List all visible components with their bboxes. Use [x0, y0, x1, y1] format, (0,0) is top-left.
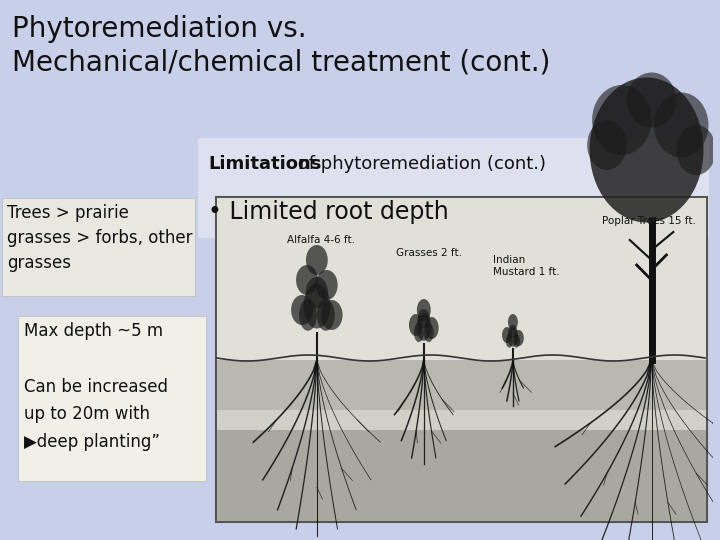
- FancyBboxPatch shape: [18, 316, 206, 481]
- Ellipse shape: [299, 299, 317, 330]
- Ellipse shape: [306, 276, 328, 308]
- Text: Indian
Mustard 1 ft.: Indian Mustard 1 ft.: [493, 255, 559, 276]
- Ellipse shape: [304, 284, 330, 328]
- Ellipse shape: [592, 85, 652, 155]
- Ellipse shape: [508, 314, 518, 330]
- Ellipse shape: [414, 323, 424, 342]
- Ellipse shape: [425, 317, 438, 339]
- Ellipse shape: [508, 328, 518, 347]
- Text: Limitations: Limitations: [208, 155, 321, 173]
- Ellipse shape: [505, 334, 513, 348]
- Ellipse shape: [424, 323, 433, 342]
- Text: Trees > prairie
grasses > forbs, other
grasses: Trees > prairie grasses > forbs, other g…: [7, 204, 192, 272]
- Ellipse shape: [588, 120, 627, 170]
- Ellipse shape: [296, 265, 318, 295]
- Ellipse shape: [416, 313, 431, 341]
- Text: Grasses 2 ft.: Grasses 2 ft.: [396, 248, 462, 258]
- FancyBboxPatch shape: [217, 410, 706, 430]
- Text: Alfalfa 4-6 ft.: Alfalfa 4-6 ft.: [287, 235, 355, 245]
- Text: Poplar Trees 15 ft.: Poplar Trees 15 ft.: [602, 216, 696, 226]
- FancyBboxPatch shape: [217, 360, 706, 410]
- Ellipse shape: [513, 334, 520, 348]
- Ellipse shape: [676, 125, 716, 175]
- Text: of phytoremediation (cont.): of phytoremediation (cont.): [292, 155, 546, 173]
- FancyBboxPatch shape: [2, 198, 195, 296]
- FancyBboxPatch shape: [217, 198, 706, 360]
- FancyBboxPatch shape: [216, 197, 707, 522]
- Ellipse shape: [317, 299, 335, 330]
- FancyBboxPatch shape: [198, 196, 709, 238]
- Ellipse shape: [409, 314, 423, 336]
- Ellipse shape: [502, 327, 512, 343]
- Ellipse shape: [590, 78, 703, 222]
- Ellipse shape: [306, 245, 328, 275]
- FancyBboxPatch shape: [198, 138, 709, 196]
- Ellipse shape: [316, 270, 338, 300]
- Ellipse shape: [627, 72, 676, 127]
- Text: Max depth ~5 m

Can be increased
up to 20m with
▶deep planting”: Max depth ~5 m Can be increased up to 20…: [24, 322, 168, 451]
- Ellipse shape: [321, 300, 343, 330]
- Ellipse shape: [514, 330, 524, 346]
- FancyBboxPatch shape: [217, 430, 706, 521]
- Ellipse shape: [654, 92, 708, 158]
- Text: • Limited root depth: • Limited root depth: [208, 200, 449, 224]
- Ellipse shape: [291, 295, 313, 325]
- Text: Phytoremediation vs.
Mechanical/chemical treatment (cont.): Phytoremediation vs. Mechanical/chemical…: [12, 15, 550, 77]
- Ellipse shape: [508, 325, 518, 338]
- Ellipse shape: [417, 299, 431, 321]
- Ellipse shape: [418, 309, 430, 328]
